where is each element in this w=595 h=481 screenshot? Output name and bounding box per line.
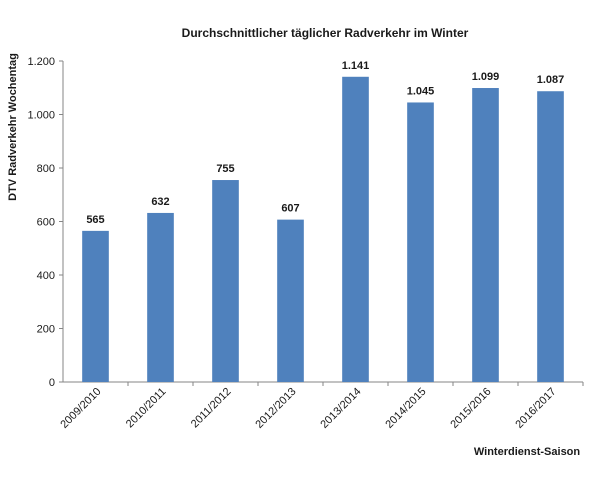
y-tick-label: 400 (37, 270, 55, 282)
data-label: 1.045 (407, 85, 435, 97)
data-label: 607 (281, 203, 299, 215)
x-tick-label: 2014/2015 (383, 386, 428, 431)
bar (472, 88, 499, 382)
x-tick-label: 2015/2016 (448, 386, 493, 431)
y-tick-label: 1.200 (27, 56, 55, 68)
y-tick-label: 800 (37, 163, 55, 175)
x-tick-label: 2012/2013 (253, 386, 298, 431)
y-tick-label: 0 (49, 377, 55, 389)
bar (342, 76, 369, 382)
x-axis-title: Winterdienst-Saison (474, 446, 581, 458)
x-tick-label: 2010/2011 (124, 386, 169, 431)
bar (407, 102, 434, 383)
bar (537, 91, 564, 382)
bar (212, 180, 239, 382)
data-label: 755 (216, 163, 234, 175)
chart-title: Durchschnittlicher täglicher Radverkehr … (182, 26, 469, 40)
data-label: 1.141 (342, 60, 370, 72)
x-tick-label: 2016/2017 (513, 386, 558, 431)
data-label: 632 (151, 196, 169, 208)
x-tick-label: 2009/2010 (58, 386, 103, 431)
y-tick-label: 200 (37, 324, 55, 336)
data-label: 565 (86, 214, 104, 226)
data-label: 1.099 (472, 71, 500, 83)
y-axis-title: DTV Radverkehr Wochentag (7, 53, 19, 201)
bar (277, 219, 304, 382)
plot-area: 0 200 400 600 800 1.000 1.200 565 2009/2010 632 20… (27, 56, 584, 431)
x-tick-label: 2013/2014 (318, 386, 363, 431)
x-tick-label: 2011/2012 (189, 386, 234, 431)
data-label: 1.087 (537, 74, 565, 86)
bar (147, 212, 174, 382)
y-tick-label: 600 (37, 217, 55, 229)
y-tick-label: 1.000 (27, 110, 55, 122)
bar (82, 230, 109, 382)
